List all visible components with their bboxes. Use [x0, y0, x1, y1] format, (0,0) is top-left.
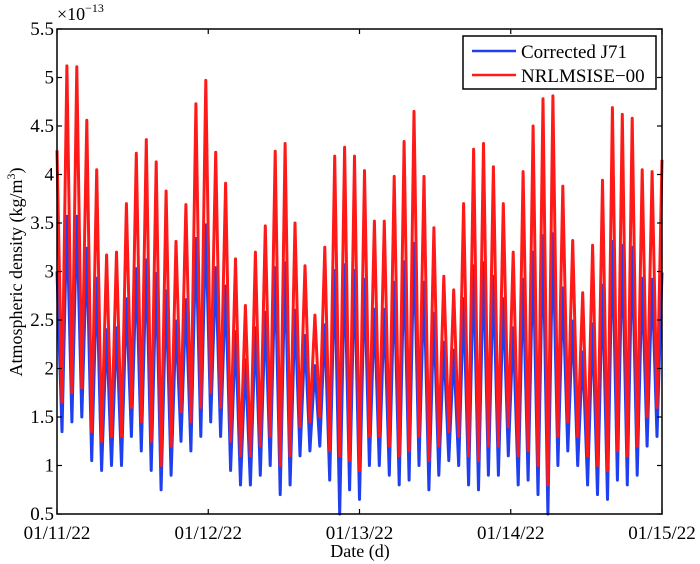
legend: Corrected J71 NRLMSISE−00 — [462, 35, 657, 90]
x-tick-label: 01/12/22 — [174, 523, 242, 544]
series-layer — [55, 64, 664, 516]
y-tick-label: 0.5 — [30, 504, 54, 525]
legend-box — [462, 35, 657, 90]
y-tick-label: 3.5 — [30, 213, 54, 234]
x-tick-label: 01/13/22 — [326, 523, 394, 544]
x-tick-label: 01/14/22 — [477, 523, 545, 544]
x-tick-label: 01/15/22 — [628, 523, 696, 544]
y-tick-label: 4 — [45, 165, 55, 186]
y-tick-label: 2.5 — [30, 310, 54, 331]
x-tick-label: 01/11/22 — [24, 523, 91, 544]
y-multiplier: ×10−13 — [57, 1, 104, 24]
y-tick-label: 2 — [45, 359, 55, 380]
y-tick-label: 5 — [45, 68, 55, 89]
y-axis-label: Atmospheric density (kg/m3) — [4, 168, 27, 377]
y-tick-label: 1 — [45, 456, 55, 477]
x-axis-label: Date (d) — [330, 541, 389, 562]
legend-label-corrected-j71: Corrected J71 — [521, 42, 627, 63]
ticks-layer: 0.5 1 1.5 2 2.5 3 3.5 4 4.5 5 5.5 01/11/22 01/12/22 0… — [24, 19, 696, 544]
y-tick-label: 1.5 — [30, 407, 54, 428]
y-tick-label: 4.5 — [30, 116, 54, 137]
series-line-nrlmsise-00 — [55, 64, 664, 487]
y-tick-label: 5.5 — [30, 19, 54, 40]
legend-label-nrlmsise-00: NRLMSISE−00 — [521, 66, 645, 87]
y-tick-label: 3 — [45, 262, 55, 283]
